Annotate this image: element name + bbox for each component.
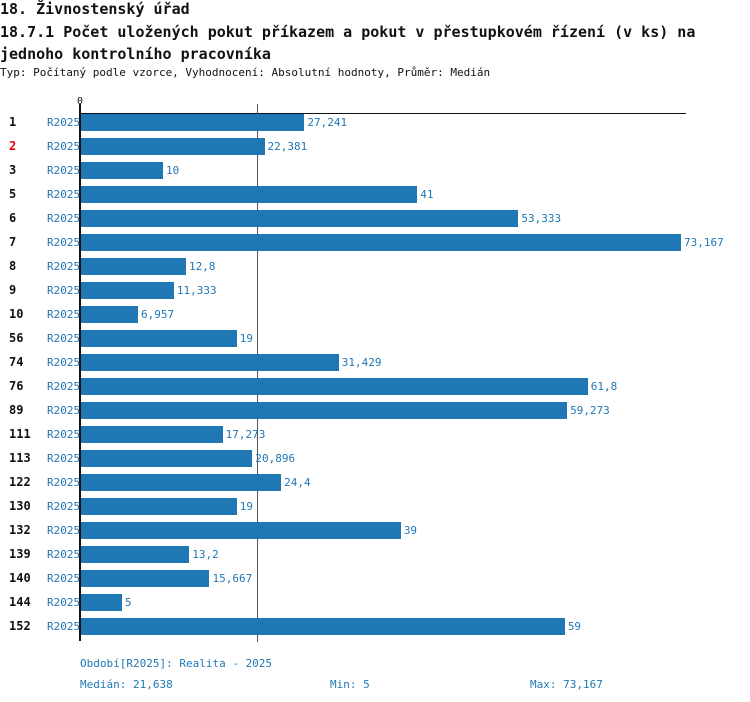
bar — [81, 522, 401, 539]
bar — [81, 354, 339, 371]
value-label: 17,273 — [225, 428, 266, 441]
value-label: 31,429 — [341, 356, 382, 369]
bar — [81, 330, 237, 347]
series-label: R2025 — [47, 620, 81, 633]
value-label: 20,896 — [255, 452, 296, 465]
y-axis-line — [79, 104, 81, 641]
category-label: 8 — [9, 259, 17, 273]
series-label: R2025 — [47, 236, 81, 249]
category-label: 122 — [9, 475, 31, 489]
series-label: R2025 — [47, 404, 81, 417]
value-label: 73,167 — [684, 236, 724, 249]
value-label: 5 — [125, 596, 132, 609]
median-label: Medián: 21,638 — [80, 678, 173, 691]
series-label: R2025 — [47, 596, 81, 609]
category-label: 2 — [9, 139, 17, 153]
value-label: 41 — [420, 188, 434, 201]
category-label: 1 — [9, 115, 17, 129]
bar — [81, 306, 139, 323]
value-label: 6,957 — [141, 308, 175, 321]
category-label: 140 — [9, 571, 31, 585]
bar — [81, 210, 519, 227]
bar — [81, 570, 210, 587]
category-label: 76 — [9, 379, 24, 393]
value-label: 61,8 — [590, 380, 618, 393]
bar — [81, 234, 681, 251]
chart-meta: Typ: Počítaný podle vzorce, Vyhodnocení:… — [0, 66, 491, 79]
max-label: Max: 73,167 — [530, 678, 603, 691]
min-label: Min: 5 — [330, 678, 370, 691]
value-label: 27,241 — [307, 116, 348, 129]
category-label: 9 — [9, 283, 17, 297]
bar — [81, 546, 190, 563]
x-axis-line — [80, 113, 686, 114]
series-label: R2025 — [47, 548, 81, 561]
value-label: 19 — [239, 332, 254, 345]
series-label: R2025 — [47, 116, 81, 129]
bar — [81, 498, 237, 515]
bar — [81, 114, 305, 131]
category-label: 139 — [9, 547, 31, 561]
series-label: R2025 — [47, 524, 81, 537]
series-label: R2025 — [47, 356, 81, 369]
bar — [81, 474, 282, 491]
series-label: R2025 — [47, 284, 81, 297]
section-title: 18. Živnostenský úřad — [0, 0, 190, 18]
value-label: 12,8 — [188, 260, 216, 273]
category-label: 132 — [9, 523, 31, 537]
bar — [81, 186, 418, 203]
category-label: 74 — [9, 355, 24, 369]
category-label: 89 — [9, 403, 24, 417]
bar — [81, 402, 568, 419]
bar — [81, 426, 223, 443]
category-label: 113 — [9, 451, 31, 465]
series-label: R2025 — [47, 428, 81, 441]
series-label: R2025 — [47, 332, 81, 345]
value-label: 13,2 — [192, 548, 219, 561]
value-label: 19 — [239, 500, 254, 513]
category-label: 5 — [9, 187, 17, 201]
period-label: Období[R2025]: Realita - 2025 — [80, 657, 273, 670]
value-label: 59,273 — [570, 404, 610, 417]
series-label: R2025 — [47, 476, 81, 489]
bar — [81, 450, 253, 467]
category-label: 3 — [9, 163, 17, 177]
series-label: R2025 — [47, 212, 81, 225]
series-label: R2025 — [47, 500, 81, 513]
bar — [81, 162, 163, 179]
category-label: 7 — [9, 235, 17, 249]
bar — [81, 258, 186, 275]
category-label: 130 — [9, 499, 31, 513]
value-label: 10 — [166, 164, 180, 177]
value-label: 53,333 — [521, 212, 562, 225]
series-label: R2025 — [47, 140, 81, 153]
series-label: R2025 — [47, 380, 81, 393]
category-label: 144 — [9, 595, 31, 609]
series-label: R2025 — [47, 452, 81, 465]
category-label: 6 — [9, 211, 17, 225]
chart-title: 18.7.1 Počet uložených pokut příkazem a … — [0, 23, 696, 63]
value-label: 22,381 — [267, 140, 308, 153]
bar — [81, 378, 588, 395]
series-label: R2025 — [47, 164, 81, 177]
bar — [81, 618, 565, 635]
series-label: R2025 — [47, 188, 81, 201]
series-label: R2025 — [47, 260, 81, 273]
value-label: 11,333 — [176, 284, 217, 297]
category-label: 152 — [9, 619, 31, 633]
category-label: 10 — [9, 307, 24, 321]
value-label: 59 — [567, 620, 582, 633]
value-label: 24,4 — [284, 476, 311, 489]
bar — [81, 282, 174, 299]
value-label: 39 — [403, 524, 418, 537]
bar — [81, 594, 122, 611]
bar — [81, 138, 265, 155]
value-label: 15,667 — [212, 572, 253, 585]
category-label: 56 — [9, 331, 24, 345]
median-line — [257, 104, 259, 642]
category-label: 111 — [9, 427, 31, 441]
series-label: R2025 — [47, 308, 81, 321]
axis-zero-label: 0 — [77, 96, 84, 107]
series-label: R2025 — [47, 572, 81, 585]
